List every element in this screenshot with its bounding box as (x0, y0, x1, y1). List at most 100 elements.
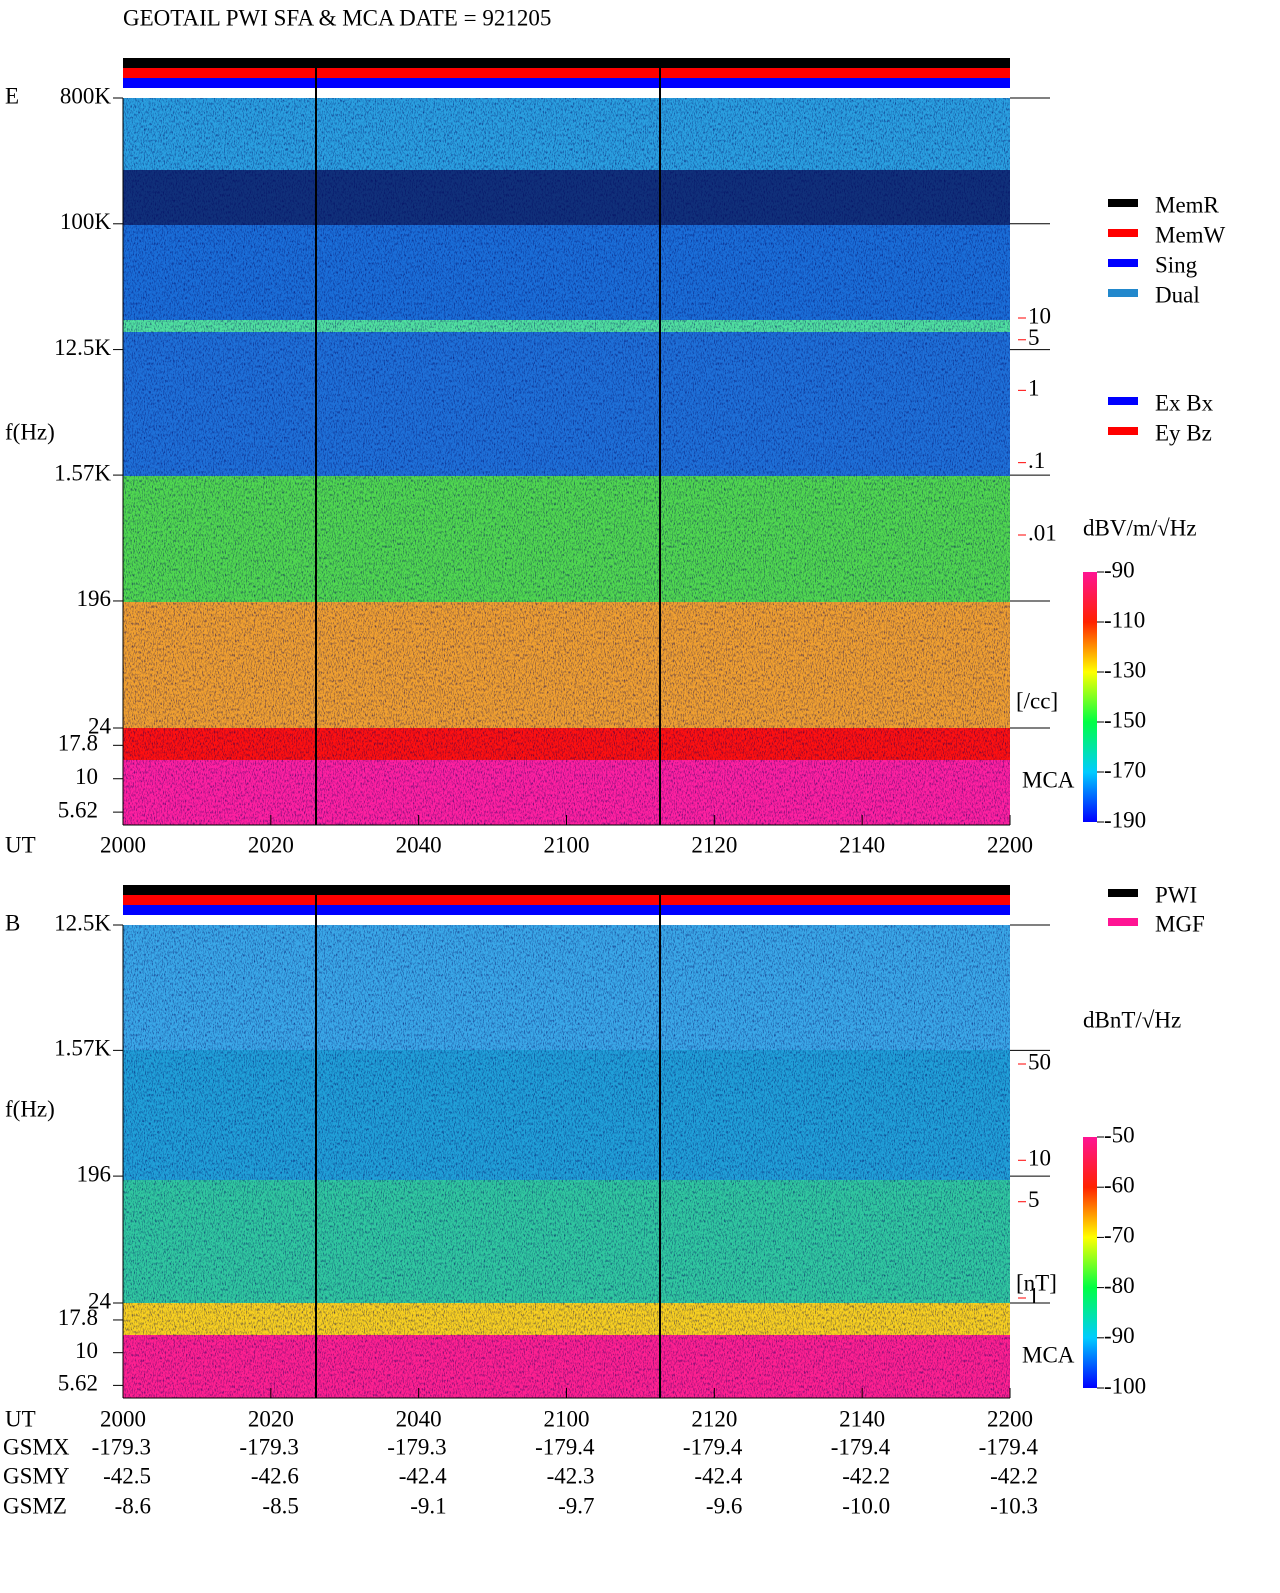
x-tick-label: 2200 (987, 1406, 1033, 1431)
y-axis-label: f(Hz) (5, 1096, 55, 1121)
colorbar-tick-label: -170 (1104, 757, 1146, 782)
y2-tick-label: 10 (1028, 303, 1051, 328)
y-tick-label: 24 (88, 1288, 112, 1313)
legend-swatch (1108, 259, 1138, 267)
legend-swatch (1108, 889, 1138, 897)
orbit-value: -8.5 (262, 1493, 298, 1518)
legend-swatch (1108, 427, 1138, 435)
orbit-value: -42.3 (547, 1463, 595, 1488)
orbit-value: -179.3 (239, 1434, 298, 1459)
x-tick-label: 2000 (100, 1406, 146, 1431)
x-tick-label: 2100 (544, 1406, 590, 1431)
mca-tick-label: 10 (75, 764, 98, 789)
colorbar (1083, 572, 1097, 822)
y2-tick-label: 5 (1028, 1187, 1040, 1212)
x-tick-label: 2100 (544, 832, 590, 857)
colorbar-tick-label: -100 (1104, 1373, 1146, 1398)
status-bar (123, 895, 1010, 905)
orbit-value: -179.4 (979, 1434, 1039, 1459)
title: GEOTAIL PWI SFA & MCA DATE = 921205 (123, 5, 551, 30)
legend-swatch (1108, 397, 1138, 405)
orbit-value: -9.7 (558, 1493, 594, 1518)
y2-label: [/cc] (1016, 688, 1058, 713)
y2-tick-label: .1 (1028, 448, 1045, 473)
orbit-value: -42.4 (694, 1463, 742, 1488)
x-axis-label: UT (5, 832, 36, 857)
legend-label: Dual (1155, 282, 1200, 307)
legend-label: PWI (1155, 882, 1197, 907)
colorbar-tick-label: -150 (1104, 707, 1146, 732)
status-bar (123, 78, 1010, 88)
y-tick-label: 1.57K (54, 1036, 111, 1061)
x-tick-label: 2140 (839, 832, 885, 857)
colorbar-tick-label: -60 (1104, 1172, 1135, 1197)
y2-tick-label: 1 (1028, 376, 1040, 401)
legend-label: Ex Bx (1155, 390, 1214, 415)
orbit-value: -42.2 (842, 1463, 890, 1488)
colorbar-tick-label: -80 (1104, 1273, 1135, 1298)
orbit-value: -8.6 (115, 1493, 151, 1518)
orbit-value: -179.4 (535, 1434, 595, 1459)
mca-tick-label: 10 (75, 1338, 98, 1363)
panel-label: B (5, 910, 20, 935)
legend-swatch (1108, 918, 1138, 926)
colorbar-tick-label: -90 (1104, 1323, 1135, 1348)
x-tick-label: 2020 (248, 1406, 294, 1431)
orbit-value: -42.6 (251, 1463, 299, 1488)
colorbar-tick-label: -130 (1104, 657, 1146, 682)
orbit-value: -42.5 (103, 1463, 151, 1488)
mca-label: MCA (1022, 767, 1075, 792)
y-tick-label: 12.5K (54, 335, 111, 360)
legend-swatch (1108, 289, 1138, 297)
legend-swatch (1108, 199, 1138, 207)
status-bar (123, 905, 1010, 915)
status-bar (123, 58, 1010, 68)
orbit-value: -9.1 (410, 1493, 446, 1518)
colorbar-label: dBV/m/√Hz (1083, 515, 1197, 540)
orbit-value: -179.4 (683, 1434, 743, 1459)
y-tick-label: 196 (77, 1161, 112, 1186)
legend-label: Sing (1155, 252, 1198, 277)
orbit-value: -179.4 (831, 1434, 891, 1459)
orbit-row-label: GSMX (3, 1434, 70, 1459)
y-tick-label: 12.5K (54, 910, 111, 935)
colorbar (1083, 1137, 1097, 1388)
mca-tick-label: 17.8 (58, 731, 98, 756)
mca-tick-label: 5.62 (58, 1371, 98, 1396)
colorbar-tick-label: -90 (1104, 557, 1135, 582)
x-tick-label: 2120 (691, 1406, 737, 1431)
x-tick-label: 2000 (100, 832, 146, 857)
orbit-value: -10.3 (990, 1493, 1038, 1518)
x-tick-label: 2120 (691, 832, 737, 857)
legend-swatch (1108, 229, 1138, 237)
orbit-value: -179.3 (387, 1434, 446, 1459)
colorbar-tick-label: -70 (1104, 1223, 1135, 1248)
y-tick-label: 800K (60, 83, 112, 108)
colorbar-tick-label: -50 (1104, 1122, 1135, 1147)
spectrogram-texture (123, 925, 1010, 1398)
y-tick-label: 196 (77, 586, 112, 611)
colorbar-tick-label: -110 (1104, 607, 1145, 632)
y2-tick-label: 5 (1028, 325, 1040, 350)
spectrogram-texture (123, 98, 1010, 825)
orbit-value: -42.4 (399, 1463, 447, 1488)
y-tick-label: 1.57K (54, 460, 111, 485)
y-axis-label: f(Hz) (5, 419, 55, 444)
orbit-value: -179.3 (92, 1434, 151, 1459)
y2-tick-label: 10 (1028, 1146, 1051, 1171)
orbit-value: -10.0 (842, 1493, 890, 1518)
colorbar-label: dBnT/√Hz (1083, 1007, 1181, 1032)
legend-label: Ey Bz (1155, 420, 1212, 445)
y-tick-label: 100K (60, 209, 112, 234)
legend-label: MemR (1155, 192, 1220, 217)
x-tick-label: 2140 (839, 1406, 885, 1431)
legend-label: MGF (1155, 911, 1205, 936)
x-tick-label: 2040 (396, 832, 442, 857)
mca-tick-label: 17.8 (58, 1305, 98, 1330)
colorbar-tick-label: -190 (1104, 807, 1146, 832)
y2-tick-label: 1 (1028, 1283, 1040, 1308)
y2-tick-label: 50 (1028, 1049, 1051, 1074)
orbit-value: -9.6 (706, 1493, 742, 1518)
x-axis-label: UT (5, 1406, 36, 1431)
